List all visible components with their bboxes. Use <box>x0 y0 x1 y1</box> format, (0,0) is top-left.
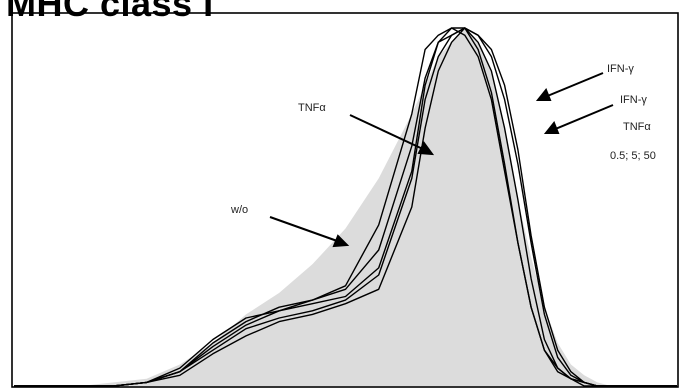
label-wo: w/o <box>230 204 248 216</box>
series-4-outline-histogram <box>14 27 677 387</box>
series-3-outline-histogram <box>14 27 677 387</box>
arrow-ifn-1 <box>544 72 604 98</box>
annotation-arrows <box>269 72 614 248</box>
annotation-labels: TNFα w/o IFN-γ IFN-γ TNFα 0.5; 5; 50 <box>230 63 656 216</box>
series-layer <box>14 27 677 387</box>
arrow-wo <box>269 216 341 243</box>
chart-title: MHC class I <box>6 0 214 24</box>
label-ifn-2: IFN-γ <box>620 94 647 106</box>
plot-frame <box>11 12 679 388</box>
label-doses: 0.5; 5; 50 <box>610 150 656 162</box>
arrow-ifn-2 <box>552 104 614 131</box>
label-tnf: TNFα <box>298 102 326 114</box>
label-ifn-1: IFN-γ <box>607 63 634 75</box>
arrow-ifn-1-head <box>535 88 552 101</box>
arrow-ifn-2-head <box>543 121 560 134</box>
arrow-wo-head <box>332 234 350 248</box>
label-tnf-2: TNFα <box>623 121 651 133</box>
arrow-tnf-head <box>417 141 435 156</box>
arrow-tnf <box>349 114 426 151</box>
series-5-outline-histogram <box>14 27 677 387</box>
series-0-shaded-histogram <box>14 28 677 386</box>
